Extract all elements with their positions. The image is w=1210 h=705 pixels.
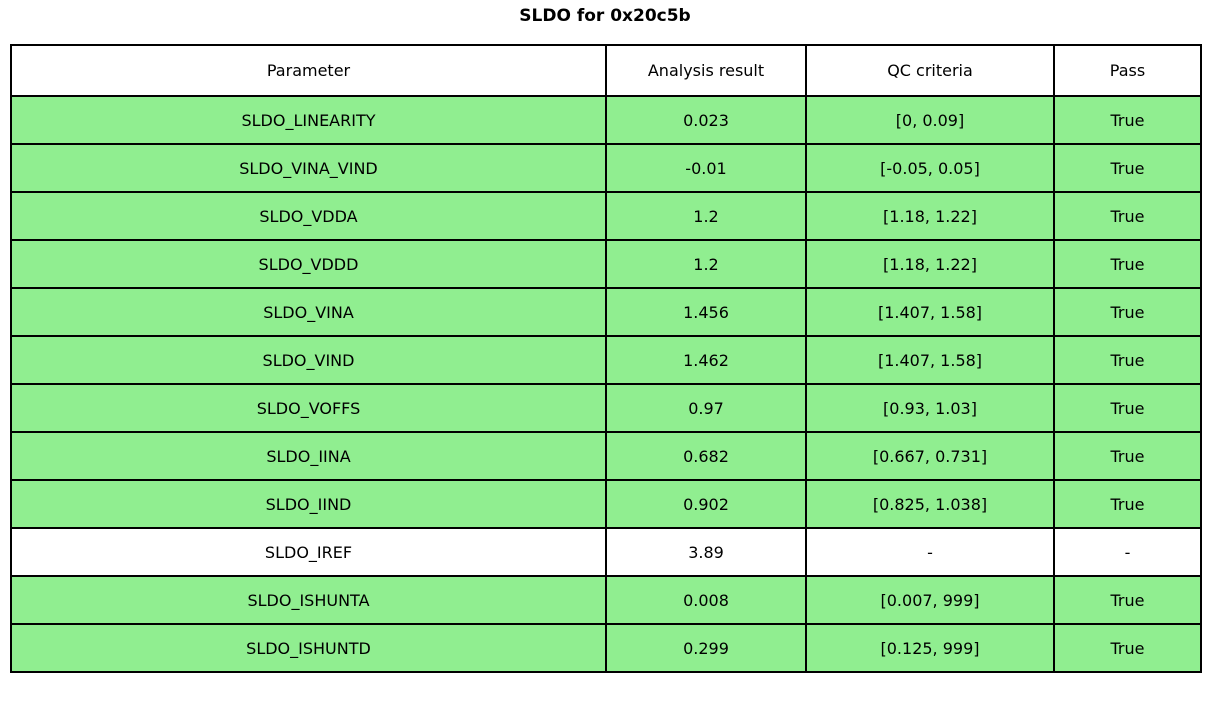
header-parameter: Parameter: [10, 44, 607, 97]
cell-analysis-result: 0.008: [605, 575, 807, 625]
cell-pass: True: [1053, 383, 1202, 433]
cell-parameter: SLDO_VDDD: [10, 239, 607, 289]
cell-qc-criteria: [1.407, 1.58]: [805, 287, 1055, 337]
cell-qc-criteria: [0.007, 999]: [805, 575, 1055, 625]
table-row: SLDO_IREF 3.89 - -: [10, 527, 1202, 577]
cell-qc-criteria: [1.407, 1.58]: [805, 335, 1055, 385]
table-row: SLDO_IIND 0.902 [0.825, 1.038] True: [10, 479, 1202, 529]
table-row: SLDO_VOFFS 0.97 [0.93, 1.03] True: [10, 383, 1202, 433]
cell-pass: -: [1053, 527, 1202, 577]
cell-parameter: SLDO_VDDA: [10, 191, 607, 241]
table-row: SLDO_VDDD 1.2 [1.18, 1.22] True: [10, 239, 1202, 289]
table-row: SLDO_VIND 1.462 [1.407, 1.58] True: [10, 335, 1202, 385]
header-analysis-result: Analysis result: [605, 44, 807, 97]
table-row: SLDO_LINEARITY 0.023 [0, 0.09] True: [10, 95, 1202, 145]
cell-pass: True: [1053, 479, 1202, 529]
cell-pass: True: [1053, 143, 1202, 193]
cell-parameter: SLDO_VIND: [10, 335, 607, 385]
cell-analysis-result: 1.462: [605, 335, 807, 385]
cell-parameter: SLDO_IREF: [10, 527, 607, 577]
cell-analysis-result: 0.97: [605, 383, 807, 433]
header-row: Parameter Analysis result QC criteria Pa…: [10, 44, 1202, 97]
cell-qc-criteria: [0.825, 1.038]: [805, 479, 1055, 529]
cell-qc-criteria: [1.18, 1.22]: [805, 239, 1055, 289]
cell-analysis-result: 0.682: [605, 431, 807, 481]
cell-pass: True: [1053, 623, 1202, 673]
cell-qc-criteria: [0.667, 0.731]: [805, 431, 1055, 481]
header-qc-criteria: QC criteria: [805, 44, 1055, 97]
cell-pass: True: [1053, 431, 1202, 481]
cell-qc-criteria: [1.18, 1.22]: [805, 191, 1055, 241]
cell-analysis-result: 0.023: [605, 95, 807, 145]
cell-qc-criteria: -: [805, 527, 1055, 577]
cell-qc-criteria: [0, 0.09]: [805, 95, 1055, 145]
cell-parameter: SLDO_ISHUNTA: [10, 575, 607, 625]
qc-results-table: Parameter Analysis result QC criteria Pa…: [10, 44, 1202, 673]
cell-parameter: SLDO_VINA_VIND: [10, 143, 607, 193]
header-pass: Pass: [1053, 44, 1202, 97]
table-row: SLDO_ISHUNTD 0.299 [0.125, 999] True: [10, 623, 1202, 673]
cell-qc-criteria: [0.93, 1.03]: [805, 383, 1055, 433]
page-title: SLDO for 0x20c5b: [519, 6, 691, 26]
cell-pass: True: [1053, 239, 1202, 289]
table-row: SLDO_ISHUNTA 0.008 [0.007, 999] True: [10, 575, 1202, 625]
table-body: SLDO_LINEARITY 0.023 [0, 0.09] True SLDO…: [10, 95, 1202, 673]
cell-analysis-result: 0.299: [605, 623, 807, 673]
table-row: SLDO_IINA 0.682 [0.667, 0.731] True: [10, 431, 1202, 481]
table-row: SLDO_VINA 1.456 [1.407, 1.58] True: [10, 287, 1202, 337]
cell-parameter: SLDO_VINA: [10, 287, 607, 337]
cell-pass: True: [1053, 191, 1202, 241]
table-row: SLDO_VINA_VIND -0.01 [-0.05, 0.05] True: [10, 143, 1202, 193]
cell-pass: True: [1053, 575, 1202, 625]
cell-analysis-result: 1.2: [605, 191, 807, 241]
cell-qc-criteria: [0.125, 999]: [805, 623, 1055, 673]
cell-analysis-result: -0.01: [605, 143, 807, 193]
cell-parameter: SLDO_VOFFS: [10, 383, 607, 433]
cell-pass: True: [1053, 287, 1202, 337]
cell-pass: True: [1053, 335, 1202, 385]
cell-parameter: SLDO_LINEARITY: [10, 95, 607, 145]
cell-pass: True: [1053, 95, 1202, 145]
cell-analysis-result: 1.2: [605, 239, 807, 289]
cell-analysis-result: 0.902: [605, 479, 807, 529]
cell-parameter: SLDO_IIND: [10, 479, 607, 529]
cell-parameter: SLDO_ISHUNTD: [10, 623, 607, 673]
cell-qc-criteria: [-0.05, 0.05]: [805, 143, 1055, 193]
table-row: SLDO_VDDA 1.2 [1.18, 1.22] True: [10, 191, 1202, 241]
cell-parameter: SLDO_IINA: [10, 431, 607, 481]
cell-analysis-result: 3.89: [605, 527, 807, 577]
cell-analysis-result: 1.456: [605, 287, 807, 337]
table-header: Parameter Analysis result QC criteria Pa…: [10, 44, 1202, 97]
